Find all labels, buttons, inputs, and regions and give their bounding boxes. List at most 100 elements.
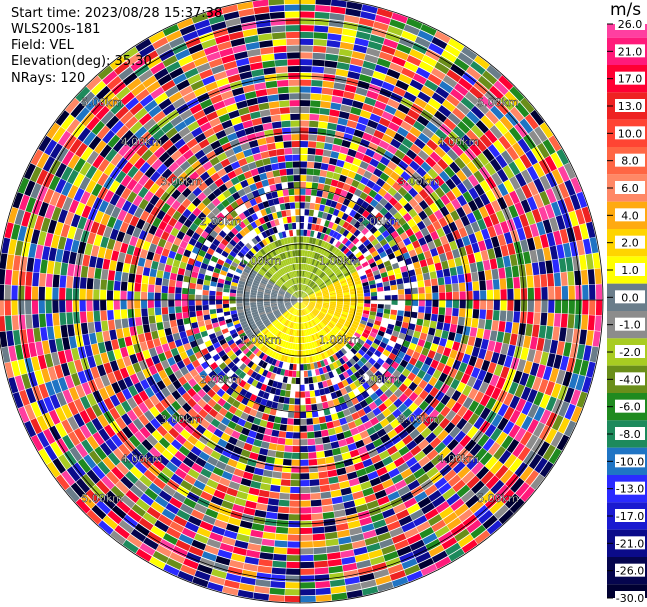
ppi-gate bbox=[304, 286, 309, 292]
ppi-gate bbox=[187, 212, 197, 223]
ppi-gate bbox=[226, 322, 234, 328]
ppi-gate bbox=[319, 255, 325, 262]
ppi-gate bbox=[340, 245, 348, 253]
ppi-gate bbox=[177, 345, 186, 354]
ppi-gate bbox=[335, 323, 342, 330]
ppi-gate bbox=[151, 158, 163, 171]
ppi-gate bbox=[316, 295, 323, 298]
ppi-gate bbox=[109, 180, 121, 193]
ppi-gate bbox=[163, 156, 175, 168]
ppi-gate bbox=[318, 247, 323, 254]
ppi-gate bbox=[64, 349, 74, 363]
ppi-gate bbox=[282, 465, 292, 473]
ppi-gate bbox=[166, 416, 178, 427]
ppi-gate bbox=[525, 323, 533, 337]
ppi-gate bbox=[352, 237, 360, 245]
ppi-gate bbox=[425, 286, 432, 294]
ppi-gate bbox=[304, 308, 308, 315]
ppi-gate bbox=[243, 406, 252, 415]
ppi-gate bbox=[273, 310, 280, 315]
ppi-gate bbox=[268, 324, 274, 331]
ppi-gate bbox=[312, 326, 317, 334]
ppi-gate bbox=[121, 272, 129, 282]
ppi-gate bbox=[200, 122, 212, 133]
ppi-gate bbox=[107, 319, 116, 331]
ppi-gate bbox=[271, 304, 278, 308]
ppi-gate bbox=[428, 544, 445, 557]
ppi-gate bbox=[233, 274, 240, 281]
ppi-gate bbox=[142, 267, 151, 277]
ppi-gate bbox=[164, 241, 173, 251]
ppi-gate bbox=[474, 530, 491, 545]
ppi-gate bbox=[279, 246, 285, 253]
ppi-gate bbox=[353, 44, 368, 54]
ppi-gate bbox=[17, 225, 27, 242]
ppi-gate bbox=[300, 541, 313, 548]
ppi-gate bbox=[359, 73, 372, 84]
ppi-gate bbox=[245, 500, 257, 509]
ppi-gate bbox=[149, 171, 161, 183]
ppi-gate bbox=[164, 327, 172, 336]
ppi-gate bbox=[66, 275, 74, 289]
ppi-gate bbox=[347, 442, 357, 452]
ppi-gate bbox=[229, 303, 236, 308]
ppi-gate bbox=[264, 355, 271, 363]
ppi-gate bbox=[295, 309, 298, 316]
ppi-gate bbox=[286, 377, 292, 384]
ppi-gate bbox=[93, 354, 103, 366]
ppi-gate bbox=[204, 177, 214, 187]
ppi-gate bbox=[68, 199, 80, 214]
ppi-gate bbox=[327, 33, 342, 42]
ppi-gate bbox=[300, 45, 313, 52]
ppi-gate bbox=[232, 278, 239, 284]
ppi-gate bbox=[326, 349, 332, 357]
ppi-gate bbox=[177, 18, 194, 30]
ppi-gate bbox=[416, 166, 427, 178]
ppi-gate bbox=[520, 431, 533, 446]
ppi-gate bbox=[338, 373, 346, 381]
ppi-gate bbox=[372, 483, 385, 493]
ppi-gate bbox=[383, 260, 392, 268]
ppi-gate bbox=[307, 243, 312, 251]
ppi-gate bbox=[275, 312, 282, 318]
ppi-gate bbox=[113, 240, 122, 252]
ppi-gate bbox=[434, 328, 443, 338]
ppi-gate bbox=[225, 213, 234, 222]
ppi-gate bbox=[366, 500, 379, 510]
ppi-gate bbox=[170, 456, 183, 468]
ppi-gate bbox=[279, 492, 290, 500]
ppi-gate bbox=[277, 294, 284, 297]
ppi-gate bbox=[553, 313, 561, 327]
ppi-gate bbox=[275, 282, 282, 288]
ppi-gate bbox=[287, 411, 295, 418]
ppi-gate bbox=[202, 144, 214, 155]
ppi-gate bbox=[115, 417, 127, 430]
ppi-gate bbox=[238, 280, 246, 286]
ppi-gate bbox=[314, 203, 321, 211]
ppi-gate bbox=[150, 62, 166, 75]
ppi-gate bbox=[321, 87, 334, 95]
ppi-gate bbox=[85, 406, 97, 421]
ppi-gate bbox=[271, 567, 286, 575]
ppi-gate bbox=[115, 404, 126, 417]
ppi-gate bbox=[304, 250, 308, 257]
ppi-gate bbox=[312, 376, 318, 383]
ppi-gate bbox=[454, 157, 466, 170]
ppi-gate bbox=[199, 171, 210, 182]
ppi-gate bbox=[448, 474, 462, 487]
ppi-gate bbox=[552, 326, 560, 341]
ppi-gate bbox=[401, 368, 411, 378]
ppi-gate bbox=[142, 512, 158, 525]
ppi-gate bbox=[174, 121, 187, 133]
ppi-gate bbox=[359, 160, 369, 170]
ppi-gate bbox=[443, 451, 456, 464]
ppi-gate bbox=[313, 276, 319, 282]
ppi-gate bbox=[519, 372, 530, 386]
ppi-gate bbox=[581, 376, 592, 393]
ppi-gate bbox=[210, 281, 218, 287]
ppi-gate bbox=[268, 365, 275, 373]
ppi-gate bbox=[227, 132, 238, 142]
ppi-gate bbox=[387, 187, 398, 197]
ppi-gate bbox=[0, 315, 6, 332]
ppi-gate bbox=[458, 227, 468, 238]
